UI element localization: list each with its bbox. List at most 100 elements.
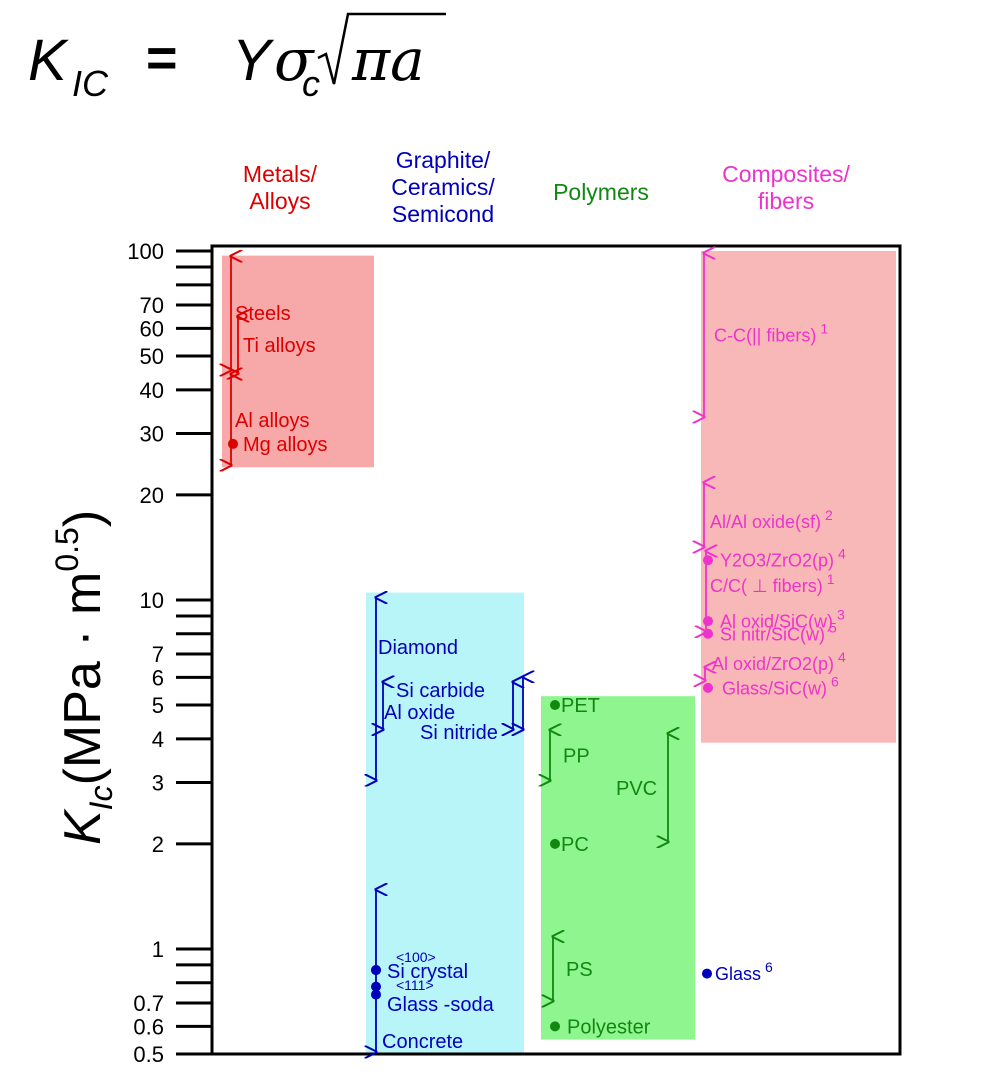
label-al-al-oxide-sf: Al/Al oxide(sf) 2 — [710, 507, 833, 532]
formula-pi-a: πa — [351, 26, 425, 94]
label-text: Glass -soda — [387, 994, 495, 1016]
label-text: Al oxid/ZrO2(p) — [712, 654, 834, 674]
category-headers: Metals/Alloys Graphite/Ceramics/Semicond P… — [243, 147, 851, 227]
y-axis-label-k: K — [54, 808, 112, 845]
label-text: <111> — [396, 977, 434, 993]
label-pc: PC — [561, 834, 589, 856]
formula-equals: = — [146, 28, 178, 88]
y-tick-label: 0.7 — [133, 991, 164, 1016]
header-metals-line: Metals/ — [243, 161, 318, 187]
y-axis-label-subscript: Ic — [83, 785, 119, 810]
plot-area-frame — [210, 244, 902, 1056]
point-si-nitr-sic-w — [703, 628, 713, 639]
label-text: Al alloys — [235, 410, 309, 432]
y-tick-label: 0.6 — [133, 1014, 164, 1039]
y-tick-label: 30 — [140, 421, 164, 446]
label-text: Al oxide — [384, 702, 455, 724]
label-concrete: Concrete — [382, 1031, 463, 1053]
y-tick-label: 10 — [140, 588, 164, 613]
label-steels: Steels — [235, 303, 291, 325]
label-polyester: Polyester — [567, 1017, 651, 1039]
label-al-oxid-zro2-p: Al oxid/ZrO2(p) 4 — [712, 649, 846, 674]
label-text: Al/Al oxide(sf) — [710, 512, 821, 532]
label-text: C/C( ⊥ fibers) — [710, 576, 823, 596]
y-tick-label: 7 — [152, 642, 164, 667]
header-ceramics-line: Semicond — [392, 201, 494, 227]
formula-k: K — [28, 28, 69, 93]
y-tick-label: 1 — [152, 937, 164, 962]
header-ceramics-line: Ceramics/ — [391, 174, 495, 200]
label-superscript: 1 — [827, 571, 835, 587]
label-111: <111> — [396, 977, 434, 993]
label-text: PVC — [616, 778, 657, 800]
label-superscript: 5 — [829, 619, 837, 635]
formula-sigma-subscript: c — [302, 63, 320, 104]
label-ti-alloys: Ti alloys — [243, 335, 316, 357]
label-mg-alloys: Mg alloys — [243, 434, 327, 456]
y-axis-label-units: (MPa · m — [54, 572, 112, 786]
label-text: Polyester — [567, 1017, 651, 1039]
point-pet — [550, 700, 560, 711]
formula-y: Y — [232, 28, 275, 93]
label-al-alloys: Al alloys — [235, 410, 309, 432]
label-text: Al oxid/SiC(w) — [720, 612, 833, 632]
formula: K IC = Y σ c πa — [28, 12, 446, 104]
y-axis-label-exponent: 0.5 — [49, 527, 85, 571]
label-c-c-fibers: C/C( ⊥ fibers) 1 — [710, 571, 835, 596]
label-glass-soda: Glass -soda — [387, 994, 495, 1016]
header-metals-line: Alloys — [249, 188, 310, 214]
label-y2o3-zro2-p: Y2O3/ZrO2(p) 4 — [720, 546, 846, 571]
y-tick-label: 40 — [140, 378, 164, 403]
label-100: <100> — [396, 949, 436, 965]
label-c-c-fibers: C-C(|| fibers) 1 — [714, 320, 828, 345]
label-diamond: Diamond — [378, 637, 458, 659]
header-composites-line: Composites/ — [722, 161, 850, 187]
label-superscript: 3 — [837, 607, 845, 623]
label-superscript: 6 — [765, 959, 773, 975]
label-superscript: 1 — [820, 320, 828, 336]
formula-k-subscript: IC — [72, 63, 109, 104]
header-ceramics-line: Graphite/ — [396, 147, 491, 173]
point-mg-alloys — [228, 438, 238, 449]
label-superscript: 2 — [825, 507, 833, 523]
label-text: PP — [563, 745, 590, 767]
band-ceramics — [366, 592, 524, 1054]
point-glass — [702, 968, 712, 979]
label-text: Glass/SiC(w) — [722, 678, 827, 698]
y-tick-label: 60 — [140, 316, 164, 341]
header-polymers-line: Polymers — [553, 179, 649, 205]
label-text: Y2O3/ZrO2(p) — [720, 551, 834, 571]
label-text: <100> — [396, 949, 436, 965]
point-glass-sic-w — [703, 682, 713, 693]
label-si-crystal: Si crystal — [387, 961, 468, 983]
label-ps: PS — [566, 959, 593, 981]
label-glass-sic-w: Glass/SiC(w) 6 — [722, 673, 839, 698]
y-tick-label: 70 — [140, 293, 164, 318]
formula-sqrt-sign — [317, 12, 446, 85]
point-pc — [550, 838, 560, 849]
label-superscript: 6 — [831, 673, 839, 689]
label-text: Steels — [235, 303, 291, 325]
label-text: Ti alloys — [243, 335, 316, 357]
y-tick-label: 100 — [127, 239, 164, 264]
label-si-carbide: Si carbide — [396, 680, 485, 702]
label-pvc: PVC — [616, 778, 657, 800]
label-text: Si carbide — [396, 680, 485, 702]
label-pp: PP — [563, 745, 590, 767]
label-text: PC — [561, 834, 589, 856]
header-composites-line: fibers — [758, 188, 814, 214]
label-text: PET — [561, 695, 600, 717]
y-tick-label: 3 — [152, 770, 164, 795]
label-text: Si nitr/SiC(w) — [720, 624, 825, 644]
label-si-nitr-sic-w: Si nitr/SiC(w) 5 — [720, 619, 837, 644]
label-text: Si crystal — [387, 961, 468, 983]
point-polyester — [550, 1021, 560, 1032]
y-tick-label: 5 — [152, 693, 164, 718]
label-text: Mg alloys — [243, 434, 327, 456]
y-tick-label: 20 — [140, 483, 164, 508]
label-superscript: 4 — [838, 546, 846, 562]
label-pet: PET — [561, 695, 600, 717]
label-text: Diamond — [378, 637, 458, 659]
